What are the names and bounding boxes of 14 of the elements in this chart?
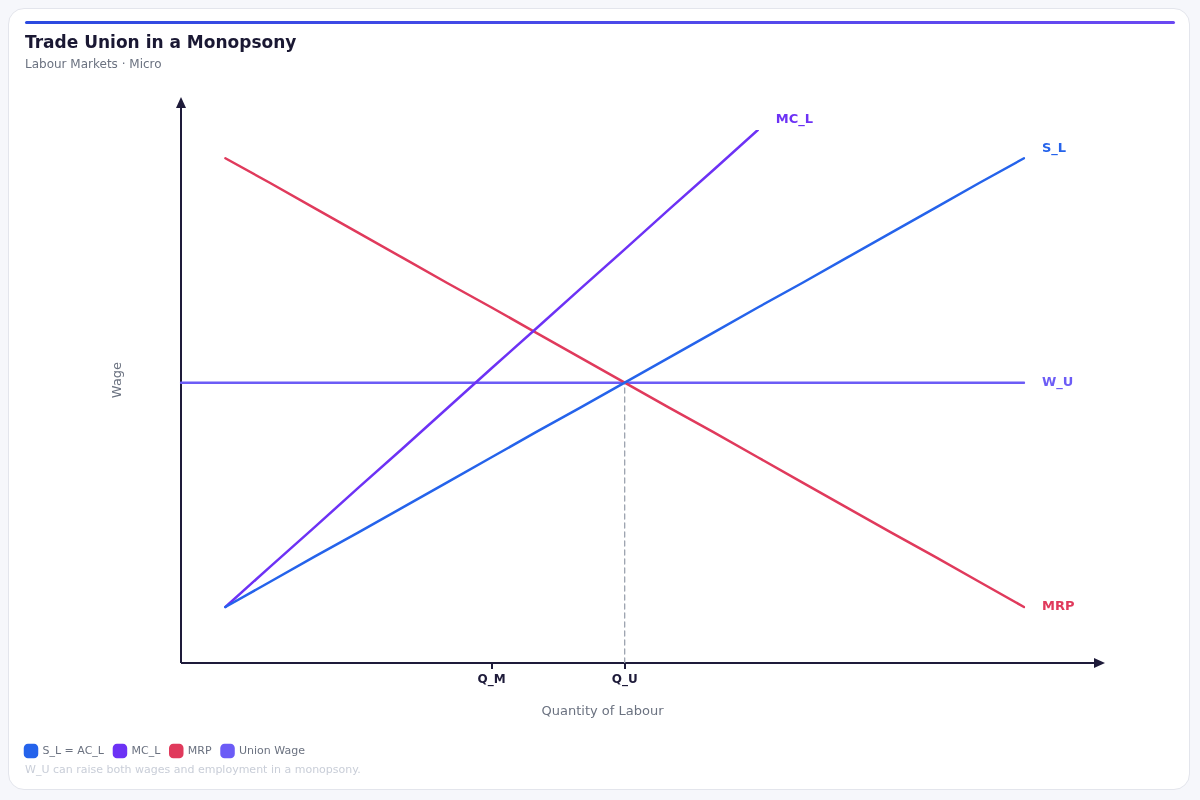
annotation: W_U xyxy=(1042,374,1074,391)
annotation: MRP xyxy=(1042,598,1075,614)
legend-label: MRP xyxy=(187,743,212,757)
y-axis-title: Wage xyxy=(109,361,125,399)
text: MC_L xyxy=(775,111,814,128)
chart-subtitle: Labour Markets · Micro xyxy=(25,57,162,72)
legend-label: S_L = AC_L xyxy=(42,743,105,757)
x-axis-title: Quantity of Labour xyxy=(541,702,665,718)
legend-label: Union Wage xyxy=(239,743,306,757)
annotation: S_L xyxy=(1042,139,1067,156)
x-tick-label: Q_U xyxy=(611,672,638,688)
x-tick-label: Q_M xyxy=(477,672,506,688)
chart-title: Trade Union in a Monopsony xyxy=(25,32,297,53)
legend-label: MC_L xyxy=(131,743,162,757)
